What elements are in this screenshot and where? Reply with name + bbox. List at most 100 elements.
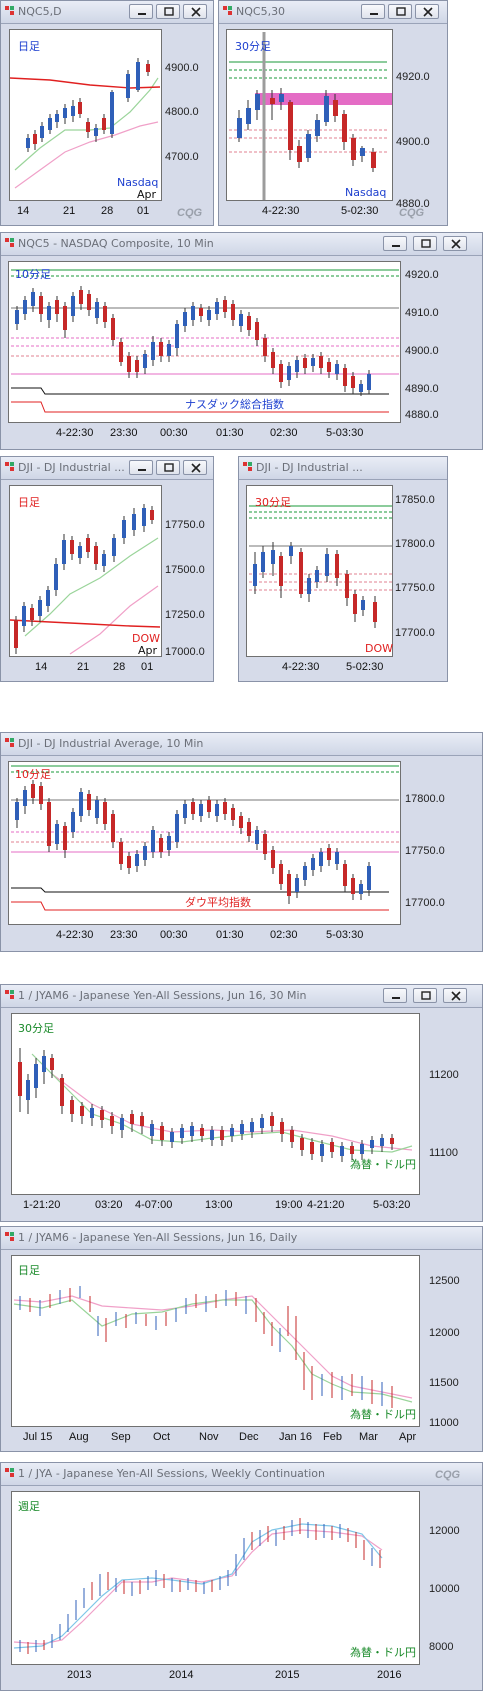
window-titlebar[interactable]: NQC5,D (1, 1, 213, 24)
x-tick: 4-07:00 (135, 1199, 173, 1211)
restore-icon (164, 463, 174, 472)
x-tick: 28 (113, 661, 126, 673)
instrument-label: 為替・ドル円 (350, 1646, 416, 1659)
chart-window-nqc5-daily[interactable]: NQC5,D (0, 0, 214, 226)
minimize-icon (138, 469, 146, 471)
x-tick: 2016 (377, 1669, 402, 1681)
period-label: 日足 (18, 40, 40, 53)
candlestick-chart (249, 505, 392, 628)
y-tick: 4880.0 (396, 198, 430, 210)
x-tick: Nov (199, 1431, 219, 1443)
x-tick: 21 (77, 661, 90, 673)
x-axis: 4-22:30 23:30 00:30 01:30 02:30 5-03:30 (8, 927, 401, 947)
window-titlebar[interactable]: DJI - DJ Industrial Average, 10 Min (1, 733, 482, 756)
x-axis: Jul 15 Aug Sep Oct Nov Dec Jan 16 Feb Ma… (11, 1429, 420, 1449)
close-icon (423, 7, 433, 17)
price-plot[interactable]: 日足 DOW Apr (9, 485, 162, 657)
y-tick: 17800.0 (395, 538, 435, 550)
cqg-chart-icon (5, 462, 14, 471)
candlestick-chart (13, 1518, 383, 1654)
close-button[interactable] (443, 988, 467, 1003)
period-label: 30分足 (235, 40, 271, 53)
y-tick: 4900.0 (405, 345, 439, 357)
y-tick: 17500.0 (165, 564, 205, 576)
minimize-button[interactable] (361, 4, 385, 19)
window-titlebar[interactable]: 1 / JYAM6 - Japanese Yen-All Sessions, J… (1, 1227, 482, 1250)
window-titlebar[interactable]: NQC5,30 (219, 1, 447, 24)
restore-button[interactable] (156, 4, 180, 19)
y-tick: 12000 (429, 1525, 460, 1537)
window-titlebar[interactable]: DJI - DJ Industrial ... (1, 457, 213, 480)
x-tick: 01:30 (216, 427, 244, 439)
price-plot[interactable]: 30分足 DOW (246, 485, 393, 657)
restore-icon (421, 239, 431, 248)
chart-window-dji-daily[interactable]: DJI - DJ Industrial ... (0, 456, 214, 682)
x-tick: 03:20 (95, 1199, 123, 1211)
y-tick: 4890.0 (405, 383, 439, 395)
y-tick: 11100 (429, 1147, 458, 1159)
chart-window-nqc5-30min[interactable]: NQC5,30 (218, 0, 448, 226)
price-plot[interactable]: 10分足 ダウ平均指数 (8, 761, 401, 925)
window-titlebar[interactable]: 1 / JYAM6 - Japanese Yen-All Sessions, J… (1, 985, 482, 1008)
x-tick: 01:30 (216, 929, 244, 941)
price-plot[interactable]: 日足 Nasdaq Apr (9, 29, 162, 201)
window-title: 1 / JYAM6 - Japanese Yen-All Sessions, J… (18, 1231, 298, 1244)
restore-button[interactable] (413, 236, 437, 251)
period-label: 週足 (18, 1500, 40, 1513)
window-titlebar[interactable]: DJI - DJ Industrial ... (239, 457, 447, 480)
candlestick-chart (229, 32, 392, 200)
x-tick: 4-22:30 (282, 661, 320, 673)
restore-button[interactable] (156, 460, 180, 475)
x-tick: Apr (399, 1431, 417, 1443)
candlestick-chart (10, 504, 161, 655)
restore-button[interactable] (388, 4, 412, 19)
close-button[interactable] (415, 4, 439, 19)
chart-window-jyam6-daily[interactable]: 1 / JYAM6 - Japanese Yen-All Sessions, J… (0, 1226, 483, 1452)
chart-window-jyam6-30min[interactable]: 1 / JYAM6 - Japanese Yen-All Sessions, J… (0, 984, 483, 1222)
chart-window-nqc5-10min[interactable]: NQC5 - NASDAQ Composite, 10 Min (0, 232, 483, 450)
close-button[interactable] (183, 460, 207, 475)
y-tick: 8000 (429, 1641, 454, 1653)
x-tick: Aug (69, 1431, 89, 1443)
price-plot[interactable]: 30分足 為替・ドル円 (11, 1013, 420, 1195)
month-label: Apr (138, 644, 158, 657)
minimize-button[interactable] (129, 460, 153, 475)
restore-icon (421, 991, 431, 1000)
minimize-icon (370, 13, 378, 15)
minimize-button[interactable] (383, 988, 407, 1003)
x-axis: 4-22:30 5-02:30 (226, 203, 393, 223)
candles (26, 58, 150, 152)
window-titlebar[interactable]: NQC5 - NASDAQ Composite, 10 Min (1, 233, 482, 256)
instrument-label: 為替・ドル円 (350, 1408, 416, 1421)
price-plot[interactable]: 週足 為替・ドル円 (11, 1491, 420, 1665)
close-button[interactable] (443, 236, 467, 251)
chart-window-dji-30min[interactable]: DJI - DJ Industrial ... (238, 456, 448, 682)
x-tick: 02:30 (270, 427, 298, 439)
window-title: NQC5,D (18, 5, 62, 18)
price-plot[interactable]: 30分足 Nasdaq (226, 29, 393, 201)
instrument-label: Nasdaq (117, 176, 159, 189)
candles (237, 88, 376, 172)
x-tick: 2013 (67, 1669, 92, 1681)
window-titlebar[interactable]: 1 / JYA - Japanese Yen-All Sessions, Wee… (1, 1463, 482, 1486)
price-plot[interactable]: 日足 為替・ドル円 (11, 1255, 420, 1427)
restore-button[interactable] (413, 988, 437, 1003)
instrument-label: 為替・ドル円 (350, 1158, 416, 1171)
x-tick: 5-02:30 (346, 661, 384, 673)
y-tick: 17000.0 (165, 646, 205, 658)
minimize-button[interactable] (129, 4, 153, 19)
chart-window-dji-10min[interactable]: DJI - DJ Industrial Average, 10 Min (0, 732, 483, 952)
instrument-label: DOW (132, 632, 161, 645)
cqg-logo: CQG (399, 207, 425, 219)
period-label: 30分足 (18, 1022, 54, 1035)
candles (18, 1048, 394, 1162)
price-plot[interactable]: 10分足 ナスダック総合指数 (8, 261, 401, 423)
window-title: DJI - DJ Industrial ... (18, 461, 125, 474)
chart-window-jya-weekly[interactable]: 1 / JYA - Japanese Yen-All Sessions, Wee… (0, 1462, 483, 1691)
cqg-chart-icon (243, 462, 252, 471)
candles (253, 542, 377, 628)
minimize-button[interactable] (383, 236, 407, 251)
y-tick: 17250.0 (165, 609, 205, 621)
minimize-icon (138, 13, 146, 15)
close-button[interactable] (183, 4, 207, 19)
